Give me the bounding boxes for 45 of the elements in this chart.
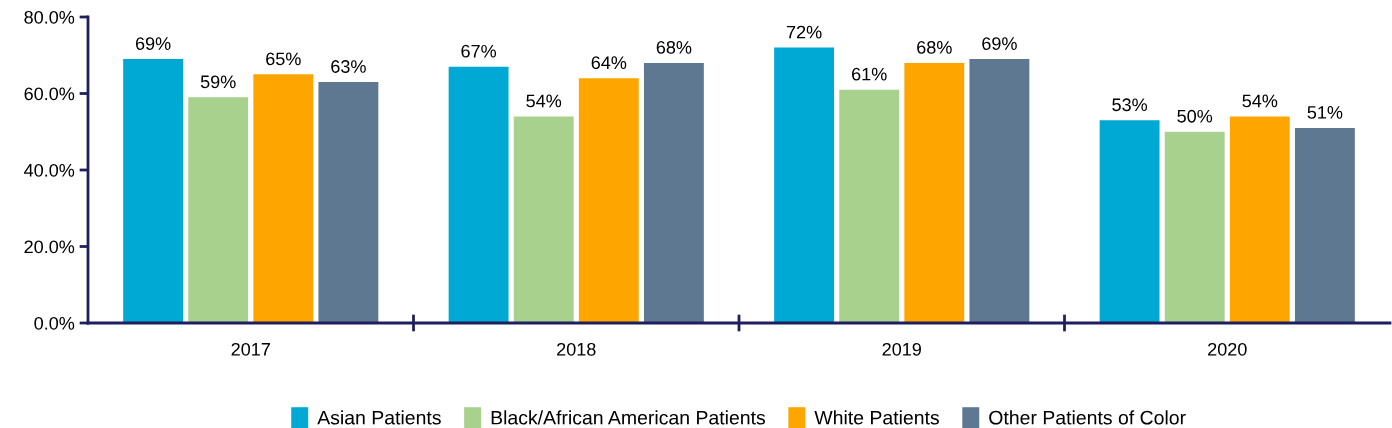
y-tick-label: 60.0% <box>24 87 75 101</box>
data-label: 68% <box>917 40 952 54</box>
data-label: 53% <box>1112 98 1148 112</box>
legend-label: Black/African American Patients <box>491 410 766 425</box>
bar <box>1099 120 1160 323</box>
y-tick-label: 20.0% <box>24 240 75 254</box>
legend-label: Asian Patients <box>317 410 441 425</box>
bar <box>513 116 574 323</box>
data-label: 63% <box>331 60 366 73</box>
data-label: 67% <box>461 44 497 58</box>
data-label: 72% <box>786 25 822 39</box>
bar <box>188 97 249 323</box>
data-label: 51% <box>1307 106 1343 119</box>
data-label: 69% <box>982 37 1017 50</box>
data-label: 50% <box>1177 109 1213 123</box>
bar <box>253 74 314 323</box>
data-label: 65% <box>266 52 301 66</box>
data-label: 54% <box>526 94 562 108</box>
bar <box>578 78 639 323</box>
data-label: 64% <box>591 56 627 70</box>
bar <box>123 59 184 323</box>
bar <box>1164 131 1225 323</box>
bar <box>839 89 900 323</box>
data-label: 59% <box>200 75 236 89</box>
bar <box>1229 116 1290 323</box>
bar <box>643 62 704 323</box>
y-tick-label: 80.0% <box>24 10 75 24</box>
x-tick-label: 2017 <box>231 342 270 356</box>
data-label: 69% <box>135 37 171 50</box>
data-label: 68% <box>656 40 692 54</box>
bar <box>969 59 1030 323</box>
bar <box>448 66 509 323</box>
legend-label: Other Patients of Color <box>989 410 1186 425</box>
legend-label: White Patients <box>814 410 939 425</box>
x-tick-label: 2020 <box>1208 342 1247 356</box>
bar <box>1294 127 1355 323</box>
x-tick-label: 2019 <box>882 342 921 356</box>
y-tick-label: 0.0% <box>34 316 75 330</box>
bar <box>904 62 965 323</box>
data-label: 61% <box>852 67 887 81</box>
bar <box>774 47 835 323</box>
data-label: 54% <box>1242 94 1278 108</box>
y-tick-label: 40.0% <box>24 163 75 177</box>
x-tick-label: 2018 <box>557 342 596 356</box>
bar <box>318 82 379 323</box>
